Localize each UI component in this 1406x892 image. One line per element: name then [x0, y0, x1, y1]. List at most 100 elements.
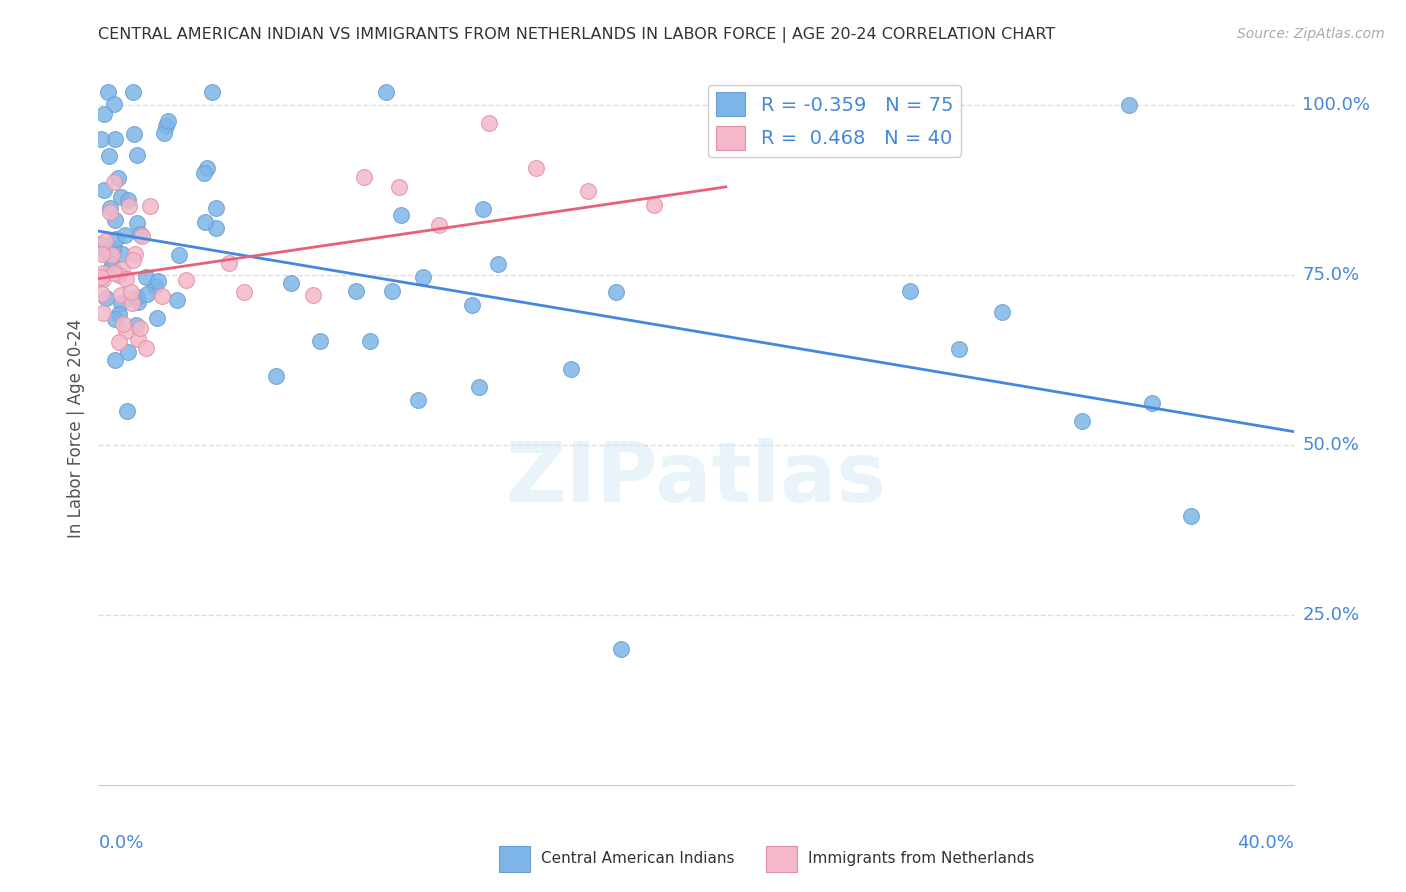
Point	[412, 270, 434, 285]
Point	[302, 288, 325, 302]
Point	[135, 341, 157, 355]
Point	[1140, 396, 1163, 410]
Point	[193, 166, 215, 180]
Text: 40.0%: 40.0%	[1237, 834, 1294, 852]
Point	[578, 184, 600, 198]
Point	[145, 310, 167, 325]
Point	[135, 286, 157, 301]
Point	[91, 286, 114, 301]
Point	[194, 214, 217, 228]
Point	[131, 228, 153, 243]
Point	[114, 272, 136, 286]
Point	[150, 289, 173, 303]
Point	[104, 213, 127, 227]
Point	[103, 176, 125, 190]
Point	[97, 85, 120, 99]
Text: Source: ZipAtlas.com: Source: ZipAtlas.com	[1237, 27, 1385, 41]
Point	[98, 204, 121, 219]
Point	[108, 268, 131, 282]
Point	[129, 321, 152, 335]
Point	[122, 127, 145, 141]
Point	[605, 285, 627, 299]
Point	[948, 343, 970, 357]
Y-axis label: In Labor Force | Age 20-24: In Labor Force | Age 20-24	[66, 318, 84, 538]
Point	[107, 170, 129, 185]
Point	[110, 190, 132, 204]
Point	[98, 201, 121, 215]
Point	[117, 194, 139, 208]
Point	[610, 642, 633, 657]
Point	[104, 132, 127, 146]
Point	[127, 294, 149, 309]
Point	[461, 297, 484, 311]
Text: 100.0%: 100.0%	[1302, 96, 1371, 114]
Point	[468, 380, 491, 394]
Point	[115, 324, 138, 338]
Point	[389, 208, 412, 222]
Point	[309, 334, 332, 348]
Text: 50.0%: 50.0%	[1302, 436, 1360, 454]
Point	[91, 271, 114, 285]
Text: Immigrants from Netherlands: Immigrants from Netherlands	[808, 851, 1035, 865]
Point	[128, 227, 150, 242]
Point	[120, 285, 142, 299]
Point	[104, 312, 127, 326]
Point	[643, 198, 665, 212]
Point	[156, 113, 179, 128]
Point	[146, 274, 169, 288]
Point	[101, 248, 124, 262]
Point	[280, 276, 302, 290]
Point	[93, 183, 115, 197]
Point	[90, 131, 112, 145]
Point	[153, 126, 176, 140]
Point	[205, 221, 228, 235]
Point	[266, 369, 288, 384]
Point	[91, 305, 114, 319]
Point	[122, 252, 145, 267]
Point	[103, 241, 125, 255]
Text: 25.0%: 25.0%	[1302, 606, 1360, 624]
Point	[93, 107, 115, 121]
Point	[94, 244, 117, 259]
Point	[155, 119, 177, 133]
Point	[898, 284, 921, 298]
Point	[353, 170, 375, 185]
Point	[122, 85, 145, 99]
Text: Central American Indians: Central American Indians	[541, 851, 735, 865]
Point	[125, 290, 148, 304]
Point	[135, 269, 157, 284]
Point	[101, 258, 124, 272]
Point	[107, 334, 129, 349]
Point	[118, 199, 141, 213]
Point	[387, 180, 409, 194]
Point	[427, 218, 450, 232]
Point	[112, 317, 135, 331]
Point	[143, 279, 166, 293]
Point	[117, 345, 139, 359]
Point	[127, 332, 149, 346]
Point	[104, 232, 127, 246]
Point	[97, 149, 120, 163]
Point	[472, 202, 495, 216]
Point	[127, 148, 149, 162]
Point	[103, 97, 125, 112]
Point	[103, 266, 125, 280]
Point	[96, 291, 118, 305]
Point	[346, 284, 368, 298]
Point	[111, 247, 134, 261]
Legend: R = -0.359   N = 75, R =  0.468   N = 40: R = -0.359 N = 75, R = 0.468 N = 40	[709, 85, 962, 157]
Point	[125, 216, 148, 230]
Point	[478, 116, 501, 130]
Point	[91, 247, 114, 261]
FancyBboxPatch shape	[766, 846, 797, 872]
Point	[107, 307, 129, 321]
Point	[176, 273, 198, 287]
FancyBboxPatch shape	[499, 846, 530, 872]
Point	[526, 161, 548, 176]
Point	[486, 257, 509, 271]
Point	[121, 296, 143, 310]
Point	[560, 361, 582, 376]
Point	[218, 256, 240, 270]
Point	[94, 234, 117, 248]
Text: CENTRAL AMERICAN INDIAN VS IMMIGRANTS FROM NETHERLANDS IN LABOR FORCE | AGE 20-2: CENTRAL AMERICAN INDIAN VS IMMIGRANTS FR…	[98, 27, 1056, 43]
